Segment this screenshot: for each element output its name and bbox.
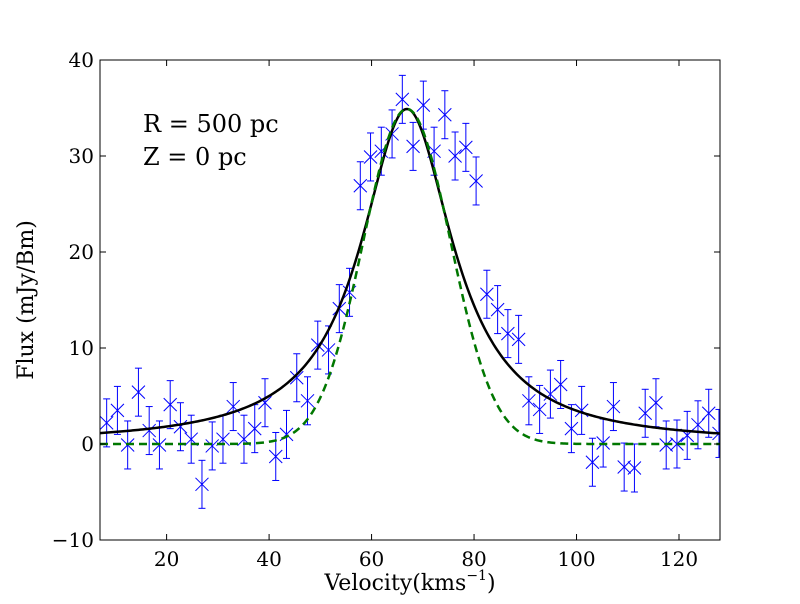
annotation-z: Z = 0 pc xyxy=(143,143,247,171)
annotation-r: R = 500 pc xyxy=(143,110,279,138)
axes-layer: 20 40 60 80 100 120 −10 0 10 20 30 40 xyxy=(52,48,720,571)
data-point xyxy=(606,382,621,432)
x-tick-label: 20 xyxy=(154,547,179,571)
data-point xyxy=(701,388,716,438)
plot-frame xyxy=(99,59,721,541)
y-tick-label: 20 xyxy=(69,240,94,264)
data-point xyxy=(205,421,220,471)
y-axis-label: Flux (mJy/Bm) xyxy=(14,220,39,380)
data-point xyxy=(627,443,642,493)
data-point xyxy=(395,74,410,124)
y-tick-label: 0 xyxy=(81,432,94,456)
data-point xyxy=(511,314,526,364)
y-tick-label: 10 xyxy=(69,336,94,360)
data-point xyxy=(564,404,579,454)
data-point xyxy=(458,122,473,172)
x-axis-label-close: ) xyxy=(487,571,496,596)
data-point xyxy=(416,80,431,130)
data-point xyxy=(110,385,125,435)
x-tick-label: 60 xyxy=(359,547,384,571)
x-axis-label-sup: −1 xyxy=(466,568,487,584)
data-point xyxy=(310,320,325,370)
y-tick-label: 30 xyxy=(69,144,94,168)
data-point xyxy=(585,437,600,487)
data-point xyxy=(173,402,188,452)
data-point xyxy=(258,378,272,428)
data-point xyxy=(100,398,114,448)
x-tick-label: 120 xyxy=(660,547,698,571)
data-point xyxy=(131,367,146,417)
x-axis-label: Velocity(kms−1) xyxy=(323,568,495,596)
data-point xyxy=(163,380,178,430)
data-point xyxy=(195,459,209,509)
fit-curve-dashed xyxy=(100,107,720,446)
data-point xyxy=(363,132,378,182)
data-point xyxy=(353,161,368,211)
data-point xyxy=(406,121,420,171)
data-point xyxy=(638,388,653,438)
data-point xyxy=(553,359,568,409)
data-point xyxy=(670,419,684,469)
data-point xyxy=(289,353,304,403)
data-point xyxy=(300,376,315,426)
data-point xyxy=(448,131,462,181)
y-tick-label: −10 xyxy=(52,528,94,552)
x-tick-label: 40 xyxy=(256,547,281,571)
data-point xyxy=(501,309,515,359)
data-point xyxy=(490,285,505,335)
x-axis-label-main: Velocity(kms xyxy=(323,571,466,596)
y-tick-label: 40 xyxy=(69,48,94,72)
data-point xyxy=(469,156,483,206)
data-point xyxy=(691,400,705,450)
fit-layer xyxy=(100,107,720,446)
data-point xyxy=(437,90,452,140)
x-tick-label: 80 xyxy=(461,547,486,571)
data-point xyxy=(480,269,494,319)
x-tick-label: 100 xyxy=(557,547,595,571)
data-point xyxy=(522,376,536,426)
data-point xyxy=(142,406,157,456)
